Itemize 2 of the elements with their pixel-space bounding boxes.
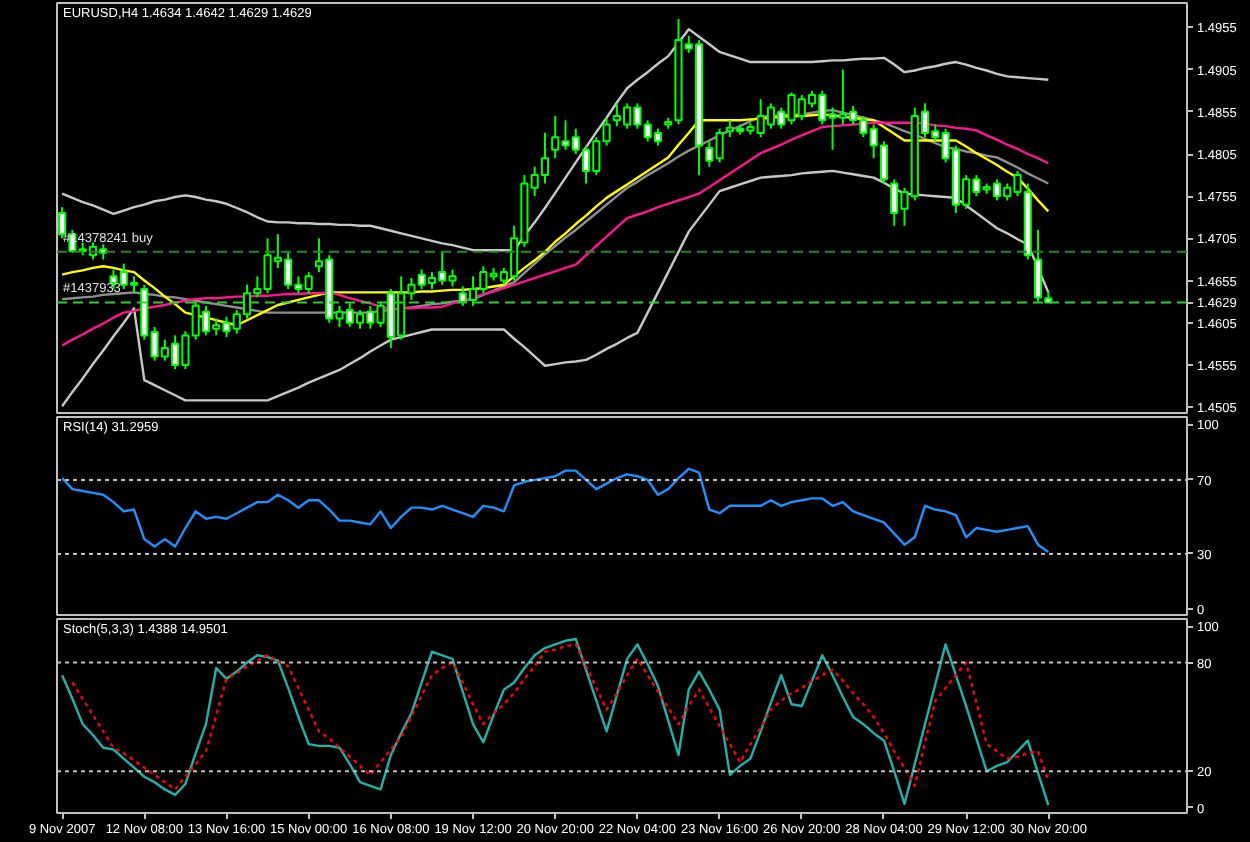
line-series [60,467,1050,554]
candlestick [58,206,67,240]
